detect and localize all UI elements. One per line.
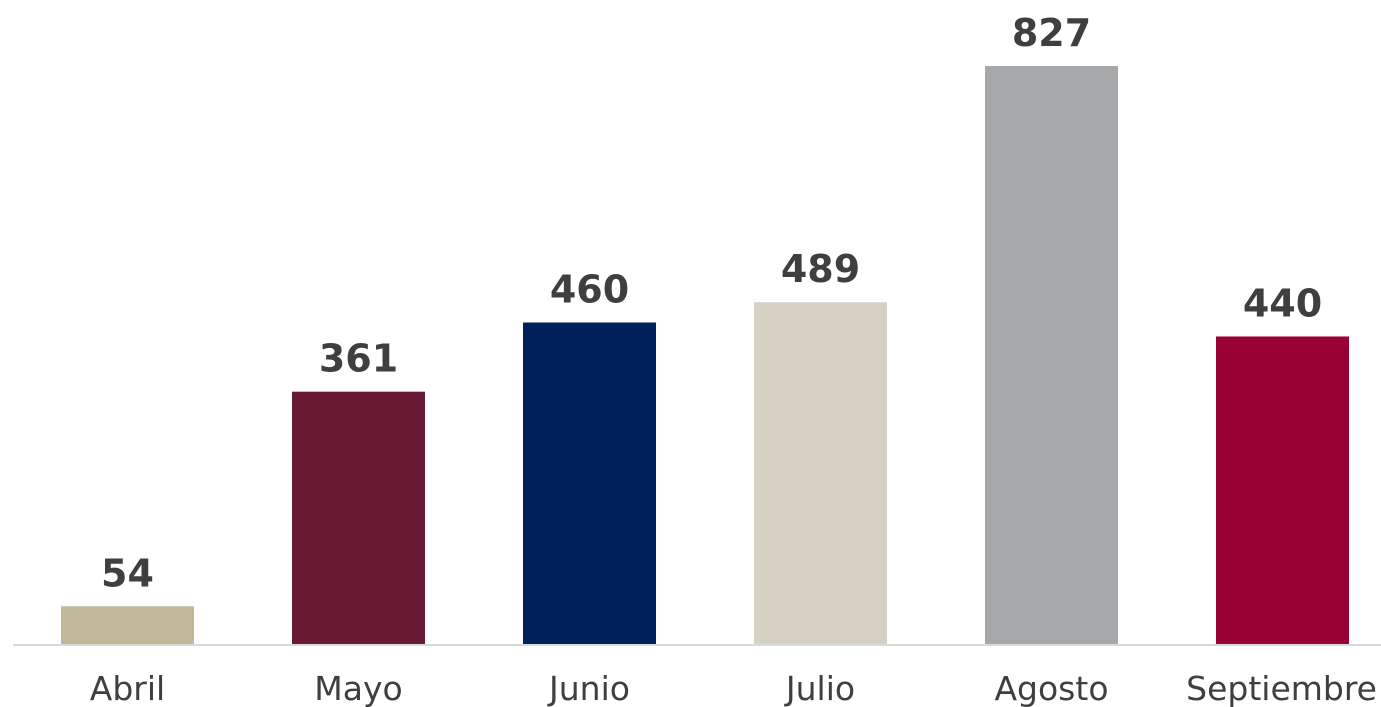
category-label-abril: Abril xyxy=(90,669,165,707)
value-label-mayo: 361 xyxy=(319,337,398,381)
bar-julio xyxy=(754,302,887,644)
category-label-julio: Julio xyxy=(784,669,855,707)
category-labels-layer: Abril Mayo Junio Julio Agosto Septiembre xyxy=(90,669,1377,707)
bar-mayo xyxy=(292,391,425,644)
bar-junio xyxy=(523,322,656,644)
category-label-agosto: Agosto xyxy=(994,669,1108,707)
value-label-septiembre: 440 xyxy=(1243,281,1322,325)
bars-layer xyxy=(61,66,1349,644)
value-label-junio: 460 xyxy=(550,268,629,312)
bar-agosto xyxy=(985,66,1118,644)
category-label-junio: Junio xyxy=(547,669,630,707)
value-labels-layer: 54 361 460 489 827 440 xyxy=(101,11,1322,595)
value-label-julio: 489 xyxy=(781,247,860,291)
value-label-abril: 54 xyxy=(101,551,154,595)
category-label-mayo: Mayo xyxy=(314,669,402,707)
category-label-septiembre: Septiembre xyxy=(1186,669,1377,707)
bar-septiembre xyxy=(1216,336,1349,644)
bar-abril xyxy=(61,606,194,644)
value-label-agosto: 827 xyxy=(1012,11,1091,55)
